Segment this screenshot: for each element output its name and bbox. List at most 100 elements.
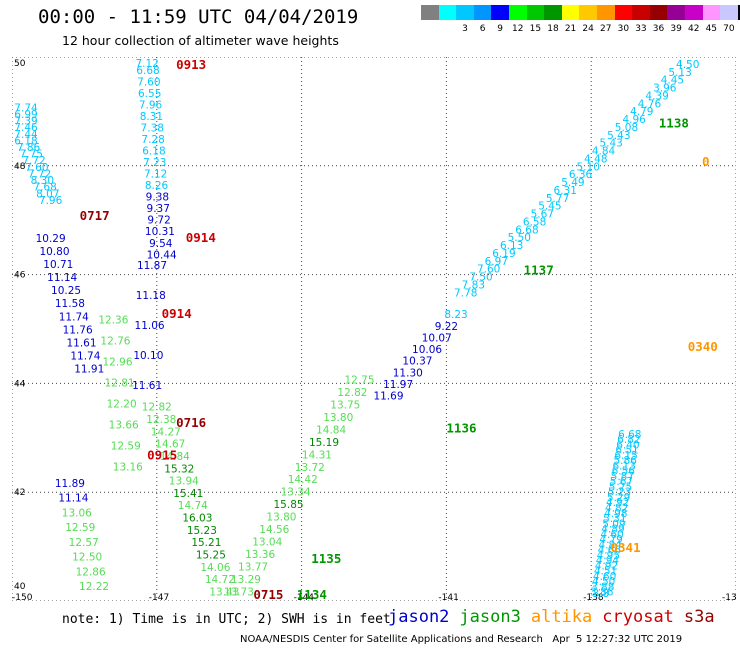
wave-height-value: 13.34 — [281, 487, 311, 499]
wave-height-value: 12.57 — [69, 537, 99, 549]
wave-height-value: 11.61 — [132, 380, 162, 392]
wave-height-value: 14.72 — [205, 574, 235, 586]
wave-height-value: 5.09 — [602, 518, 625, 530]
lon-tick-label: -141 — [438, 593, 458, 601]
lat-tick-label: 42 — [14, 488, 25, 498]
wave-height-value: 10.71 — [43, 259, 73, 271]
legend-tick-label: 9 — [497, 24, 504, 34]
legend-swatch: 30 — [614, 5, 633, 34]
wave-height-value: 7.75 — [20, 149, 43, 161]
wave-height-value: 6.13 — [613, 460, 636, 472]
wave-height-value: 16.03 — [182, 513, 212, 525]
wave-height-value: 9.37 — [147, 203, 170, 215]
wave-height-value: 6.51 — [615, 445, 638, 457]
wave-height-value: 6.68 — [618, 429, 641, 441]
pass-time-label: 0715 — [253, 587, 283, 601]
wave-height-value: 4.98 — [604, 508, 627, 520]
wave-height-value: 3.86 — [590, 587, 614, 599]
wave-height-value: 10.44 — [147, 249, 177, 261]
wave-height-value: 5.23 — [608, 487, 631, 499]
wave-height-value: 5.77 — [546, 193, 569, 205]
wave-height-value: 7.74 — [14, 102, 38, 114]
satellite-label-jason2: jason2 — [388, 607, 450, 627]
wave-height-value: 5.31 — [603, 513, 626, 525]
pass-time-label: 1137 — [524, 263, 554, 278]
wave-height-value: 10.06 — [412, 344, 442, 356]
wave-height-value: 6.97 — [485, 256, 508, 268]
wave-height-value: 5.43 — [607, 130, 630, 142]
wave-height-value: 6.58 — [523, 216, 546, 228]
pass-time-label: 0 — [702, 154, 710, 169]
wave-height-value: 11.06 — [135, 320, 165, 332]
footer-note: note: 1) Time is in UTC; 2) SWH is in fe… — [62, 612, 391, 627]
wave-height-value: 4.82 — [605, 503, 628, 515]
wave-height-value: 11.74 — [59, 311, 89, 323]
wave-height-value: 9.72 — [147, 215, 170, 227]
pass-time-label: 0340 — [688, 339, 718, 354]
wave-height-value: 5.86 — [613, 455, 637, 467]
wave-height-value: 14.56 — [259, 524, 289, 536]
lat-tick-label: 44 — [14, 379, 26, 389]
lat-tick-label: 48 — [14, 162, 26, 172]
legend-swatch — [421, 5, 439, 34]
pass-time-label: 1134 — [297, 587, 327, 601]
wave-height-value: 4.66 — [598, 545, 622, 557]
wave-height-value: 15.19 — [309, 437, 339, 449]
legend-tick-label: 18 — [547, 24, 559, 34]
wave-height-value: 8.07 — [36, 188, 59, 200]
wave-height-value: 12.20 — [107, 398, 137, 410]
lon-tick-label: -144 — [294, 593, 315, 601]
wave-height-value: 6.36 — [569, 169, 593, 181]
wave-height-value: 6.18 — [142, 146, 165, 158]
legend-swatch: 24 — [579, 5, 597, 34]
lon-tick-label: -135 — [722, 593, 736, 601]
wave-height-value: 7.39 — [14, 116, 37, 128]
wave-height-value: 13.04 — [252, 537, 282, 549]
satellite-label-jason3: jason3 — [459, 607, 521, 627]
legend-swatch: 6 — [473, 5, 492, 34]
legend-swatch: 3 — [456, 5, 474, 34]
wave-height-value: 13.77 — [238, 562, 268, 574]
legend-swatch: 45 — [702, 5, 721, 34]
wave-height-value: 5.43 — [599, 138, 622, 150]
legend-tick-label: 39 — [670, 24, 682, 34]
legend-swatch: 18 — [544, 5, 562, 34]
lat-tick-label: 46 — [14, 271, 26, 281]
wave-height-value: 3.96 — [653, 83, 677, 95]
wave-height-value: 15.41 — [173, 488, 203, 500]
wave-height-value: 7.86 — [17, 142, 41, 154]
legend-swatch — [737, 5, 740, 34]
wave-height-value: 5.10 — [577, 161, 600, 173]
pass-time-label: 0915 — [147, 448, 177, 463]
wave-height-value: 4.39 — [645, 90, 668, 102]
wave-height-value: 11.97 — [383, 379, 413, 391]
wave-height-value: 11.76 — [63, 324, 93, 336]
wave-height-value: 13.36 — [245, 549, 275, 561]
wave-height-value: 14.67 — [155, 439, 185, 451]
wave-height-value: 4.45 — [661, 75, 684, 87]
wave-height-value: 6.19 — [492, 248, 515, 260]
wave-height-value: 5.13 — [668, 67, 691, 79]
satellite-label-s3a: s3a — [683, 607, 715, 627]
wave-height-value: 9.54 — [149, 238, 173, 250]
wave-height-value: 7.72 — [22, 155, 45, 167]
wave-height-map: -150 -147 -144 -141 -138 -135 50 48 46 44 42 40 7.74… — [12, 57, 736, 601]
wave-height-value: 11.18 — [136, 290, 166, 302]
wave-height-value: 7.46 — [14, 122, 38, 134]
wave-height-value: 12.96 — [102, 357, 132, 369]
wave-height-value: 6.68 — [515, 224, 538, 236]
wave-height-value: 12.82 — [337, 387, 367, 399]
wave-height-value: 10.10 — [133, 350, 163, 362]
legend-tick-label: 30 — [617, 24, 630, 34]
pass-time-label: 0716 — [176, 415, 206, 430]
wave-height-value: 4.92 — [595, 560, 618, 572]
legend-swatch: 33 — [632, 5, 650, 34]
wave-height-value: 5.08 — [615, 122, 638, 134]
wave-height-value: 4.89 — [601, 524, 624, 536]
wave-height-value: 6.56 — [612, 466, 636, 478]
wave-height-value: 7.50 — [469, 272, 492, 284]
wave-height-value: 7.83 — [462, 279, 485, 291]
legend-tick-label: 36 — [652, 24, 665, 34]
wave-height-value: 10.37 — [402, 356, 432, 368]
